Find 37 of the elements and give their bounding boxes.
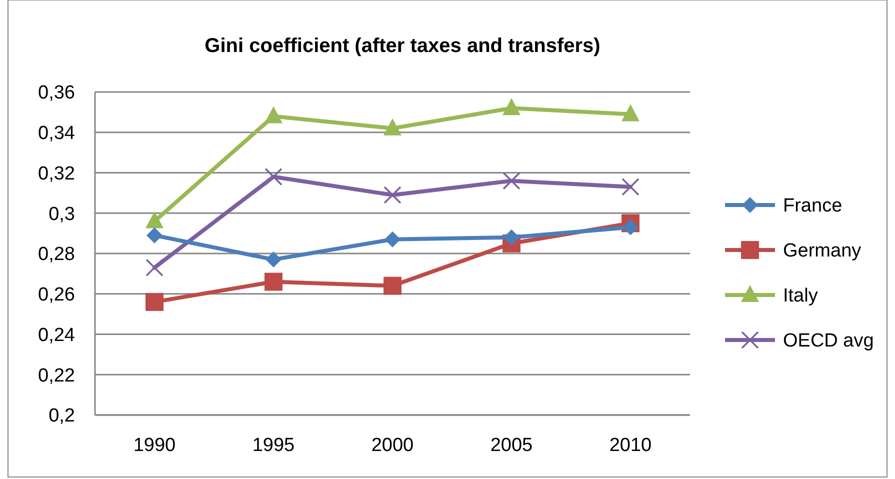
point bbox=[264, 272, 282, 291]
y-tick-label: 0,3 bbox=[48, 204, 75, 225]
y-tick-label: 0,24 bbox=[38, 324, 76, 346]
y-tick-label: 0,32 bbox=[38, 163, 75, 184]
y-tick-label: 0,22 bbox=[38, 365, 75, 386]
legend-label: France bbox=[783, 196, 842, 217]
point bbox=[384, 276, 402, 295]
x-tick-label: 1990 bbox=[133, 435, 176, 456]
y-tick-label: 0,28 bbox=[38, 244, 75, 266]
point bbox=[266, 252, 282, 268]
point bbox=[264, 168, 282, 186]
point bbox=[146, 292, 164, 311]
y-tick-label: 0,2 bbox=[48, 406, 75, 427]
chart-title: Gini coefficient (after taxes and transfers) bbox=[204, 35, 600, 57]
point bbox=[146, 258, 164, 277]
point bbox=[384, 186, 402, 204]
x-tick-label: 1995 bbox=[252, 435, 295, 456]
point bbox=[622, 178, 640, 196]
x-tick-label: 2005 bbox=[490, 435, 533, 456]
legend-label: Germany bbox=[783, 240, 862, 262]
x-tick-label: 2000 bbox=[371, 435, 414, 456]
y-tick-label: 0,26 bbox=[38, 284, 75, 306]
x-tick-label: 2010 bbox=[609, 435, 652, 456]
legend-label: OECD avg bbox=[783, 330, 874, 352]
point bbox=[502, 172, 520, 190]
y-tick-label: 0,34 bbox=[38, 123, 76, 144]
point bbox=[264, 106, 282, 124]
point bbox=[622, 104, 640, 122]
point bbox=[146, 227, 162, 244]
point bbox=[502, 98, 520, 116]
legend-label: Italy bbox=[783, 286, 818, 307]
point bbox=[504, 229, 520, 246]
point bbox=[146, 211, 164, 228]
point bbox=[622, 219, 638, 236]
point bbox=[384, 118, 402, 136]
y-tick-label: 0,36 bbox=[38, 82, 75, 104]
point bbox=[384, 231, 400, 248]
